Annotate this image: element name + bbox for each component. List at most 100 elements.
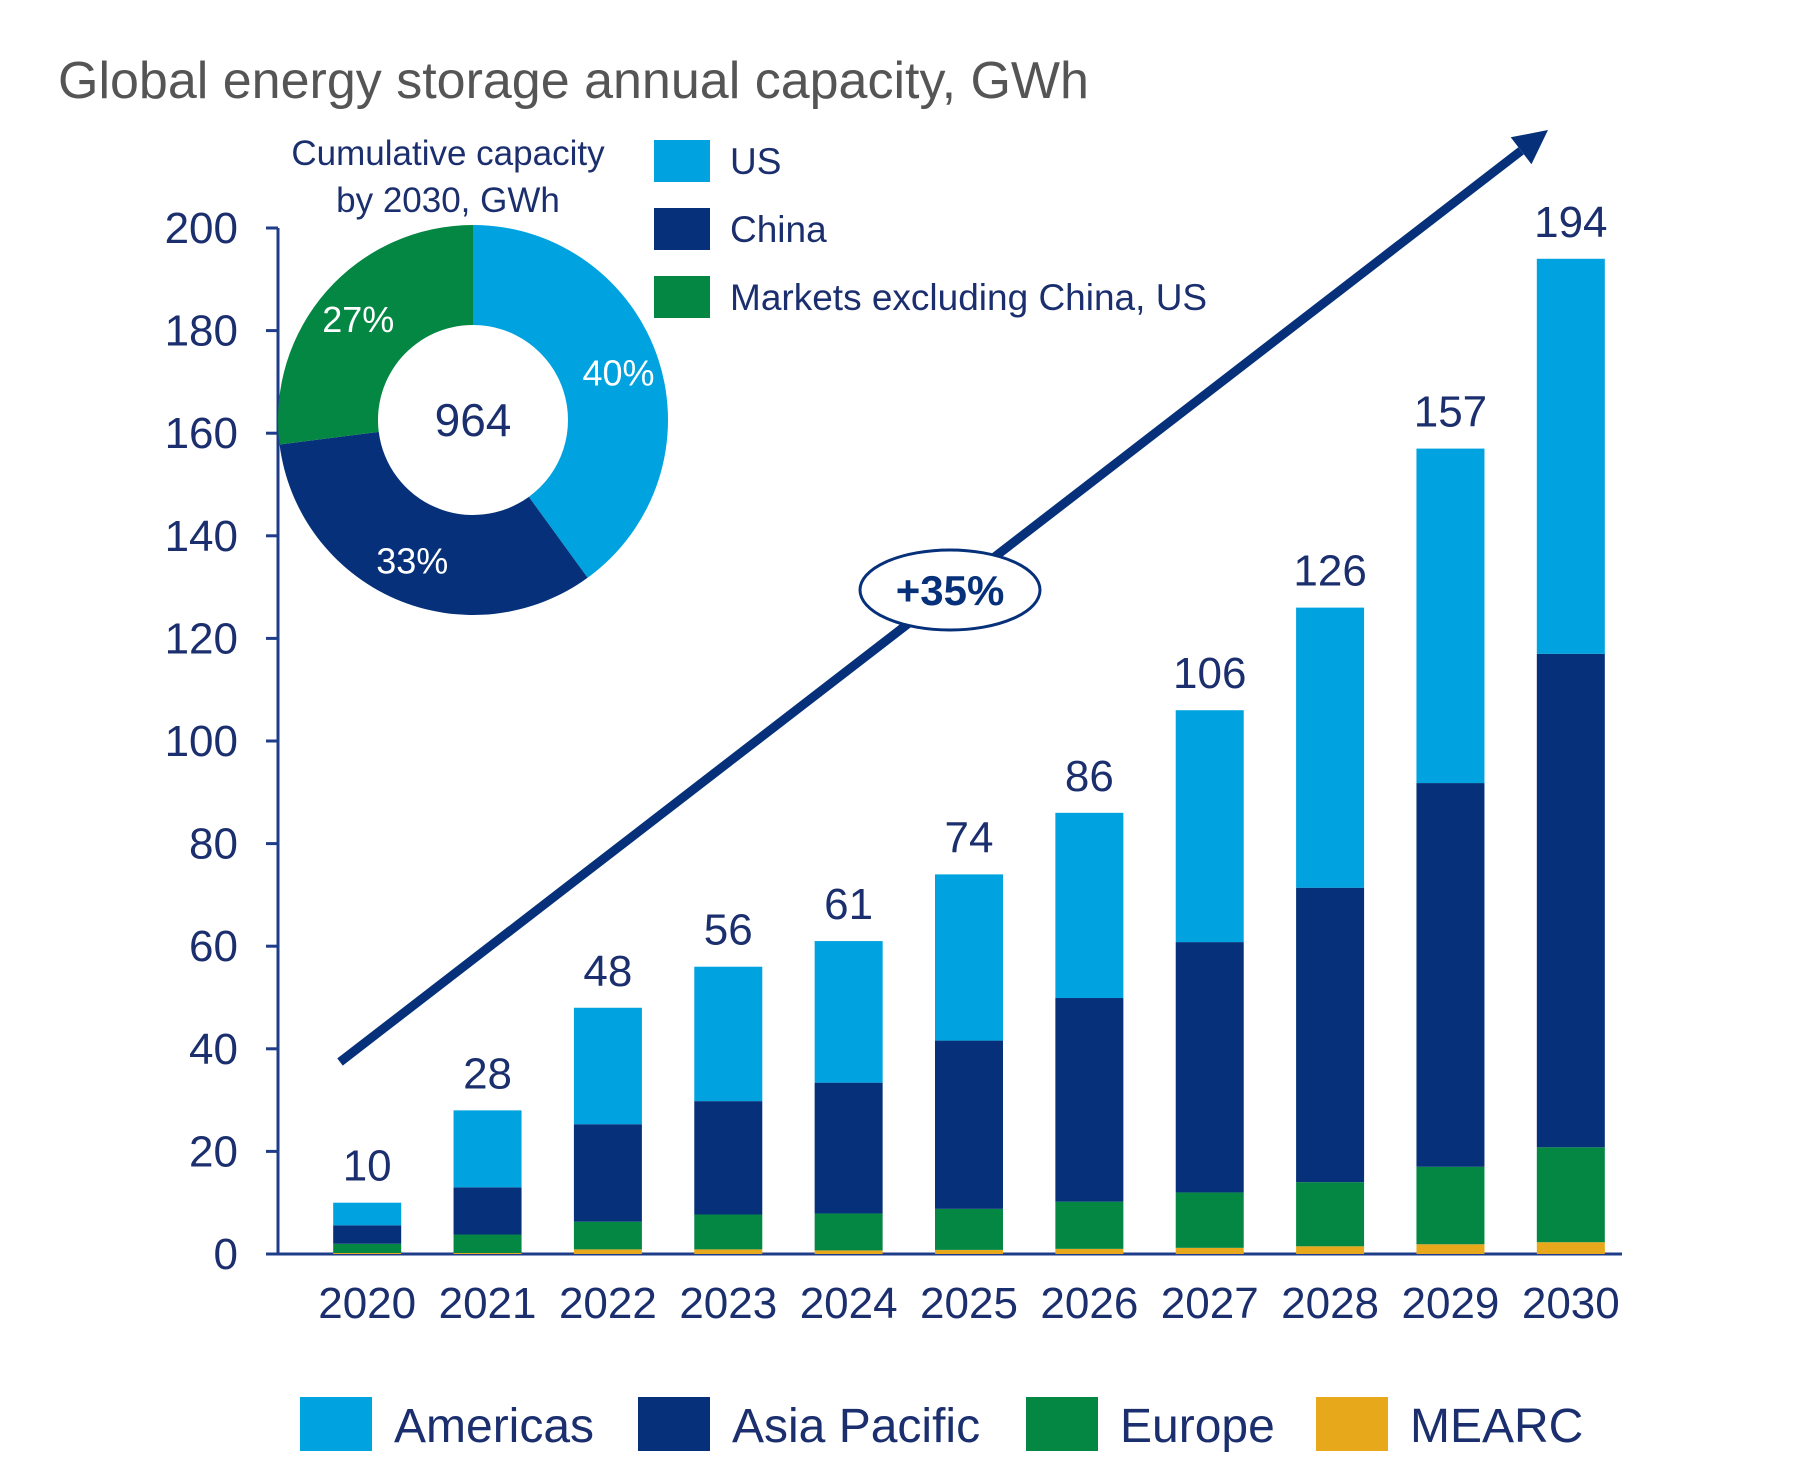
bar-segment-americas xyxy=(453,1110,522,1188)
inset-legend-label: China xyxy=(730,209,827,250)
bar-segment-europe xyxy=(573,1221,642,1250)
bar-stack xyxy=(453,1110,522,1254)
legend-swatch-americas xyxy=(300,1397,372,1451)
bar-segment-asia-pacific xyxy=(935,1040,1003,1209)
bar-stack xyxy=(1416,448,1485,1254)
bar-segment-europe xyxy=(935,1208,1003,1250)
inset-legend-label: US xyxy=(730,141,781,182)
x-tick-label: 2028 xyxy=(1281,1279,1379,1328)
legend-swatch-mearc xyxy=(1316,1397,1388,1451)
legend: Americas Asia Pacific Europe MEARC xyxy=(300,1397,1583,1453)
x-tick-label: 2022 xyxy=(559,1279,657,1328)
bar-segment-mearc xyxy=(573,1249,642,1254)
y-tick-label: 160 xyxy=(165,409,238,458)
y-tick-label: 0 xyxy=(214,1230,238,1279)
total-label: 56 xyxy=(704,906,753,955)
donut-slice-label: 33% xyxy=(376,540,448,581)
bar-stack xyxy=(1536,258,1605,1254)
total-label: 10 xyxy=(343,1142,392,1191)
total-label: 86 xyxy=(1065,752,1114,801)
bar-segment-mearc xyxy=(453,1252,522,1254)
bar-segment-europe xyxy=(453,1234,522,1253)
y-tick-label: 40 xyxy=(189,1025,238,1074)
inset-donut-chart: Cumulative capacity by 2030, GWh 40% 33% 2… xyxy=(277,134,1207,616)
x-tick-label: 2023 xyxy=(679,1279,777,1328)
legend-swatch-europe xyxy=(1026,1397,1098,1451)
y-tick-label: 20 xyxy=(189,1127,238,1176)
bar-segment-mearc xyxy=(935,1249,1003,1254)
inset-legend-label: Markets excluding China, US xyxy=(730,277,1207,318)
x-tick-label: 2024 xyxy=(800,1279,898,1328)
donut-slice-markets-excluding-china-us xyxy=(277,225,473,445)
x-tick-label: 2020 xyxy=(318,1279,416,1328)
bar-segment-mearc xyxy=(694,1249,763,1254)
bar-segment-americas xyxy=(935,874,1003,1041)
bar-stack xyxy=(694,966,763,1254)
total-label: 157 xyxy=(1414,388,1487,437)
legend-label-americas: Americas xyxy=(394,1400,594,1453)
bar-segment-mearc xyxy=(1416,1244,1485,1254)
bar-segment-asia-pacific xyxy=(573,1124,642,1222)
bar-segment-europe xyxy=(1536,1147,1605,1243)
y-tick-label: 100 xyxy=(165,717,238,766)
bar-segment-americas xyxy=(694,966,763,1102)
legend-label-europe: Europe xyxy=(1120,1400,1275,1453)
bar-stack xyxy=(935,874,1003,1254)
bar-stack xyxy=(1175,710,1244,1254)
bars xyxy=(333,258,1605,1254)
inset-legend-swatch xyxy=(654,140,710,182)
bar-segment-asia-pacific xyxy=(1296,887,1365,1183)
legend-label-mearc: MEARC xyxy=(1410,1400,1583,1453)
donut-slice-label: 40% xyxy=(582,353,654,394)
bar-segment-mearc xyxy=(1055,1248,1124,1254)
bar-segment-asia-pacific xyxy=(1536,653,1605,1148)
donut-slice-china xyxy=(279,431,588,616)
x-tick-label: 2026 xyxy=(1040,1279,1138,1328)
bar-segment-americas xyxy=(573,1007,642,1125)
inset-legend: US China Markets excluding China, US xyxy=(654,140,1207,318)
bar-segment-mearc xyxy=(1536,1242,1605,1254)
y-tick-label: 120 xyxy=(165,614,238,663)
bar-segment-asia-pacific xyxy=(694,1101,763,1215)
bar-segment-asia-pacific xyxy=(1055,998,1124,1202)
bar-stack xyxy=(333,1202,402,1254)
total-label: 48 xyxy=(583,947,632,996)
bar-segment-asia-pacific xyxy=(453,1187,522,1235)
chart-title: Global energy storage annual capacity, G… xyxy=(58,52,1089,110)
trend-arrow-head xyxy=(1510,130,1548,165)
inset-legend-swatch xyxy=(654,208,710,250)
inset-title-line1: Cumulative capacity xyxy=(291,134,605,173)
bar-segment-americas xyxy=(1536,258,1605,654)
total-label: 106 xyxy=(1173,649,1246,698)
total-label: 74 xyxy=(945,813,994,862)
total-labels: 10 28 48 56 61 74 86 106 126 157 194 xyxy=(343,198,1608,1191)
bar-stack xyxy=(573,1007,642,1254)
y-ticks: 0 20 40 60 80 100 120 140 160 180 200 xyxy=(165,204,278,1279)
bar-segment-europe xyxy=(333,1243,402,1253)
y-tick-label: 200 xyxy=(165,204,238,253)
legend-label-asia-pacific: Asia Pacific xyxy=(732,1400,980,1453)
bar-stack xyxy=(1055,812,1124,1254)
bar-segment-asia-pacific xyxy=(1416,783,1485,1167)
bar-stack xyxy=(1296,607,1365,1254)
bar-segment-americas xyxy=(1055,812,1124,999)
bar-segment-asia-pacific xyxy=(814,1082,883,1214)
bar-segment-americas xyxy=(1175,710,1244,943)
bar-segment-mearc xyxy=(1175,1247,1244,1254)
bar-segment-americas xyxy=(814,941,883,1083)
bar-segment-asia-pacific xyxy=(1175,942,1244,1193)
bar-segment-mearc xyxy=(1296,1246,1365,1254)
trend-label: +35% xyxy=(896,567,1005,614)
total-label: 61 xyxy=(824,880,873,929)
x-tick-label: 2025 xyxy=(920,1279,1018,1328)
x-tick-label: 2027 xyxy=(1161,1279,1259,1328)
total-label: 126 xyxy=(1293,547,1366,596)
inset-title-line2: by 2030, GWh xyxy=(336,181,560,220)
bar-segment-europe xyxy=(1416,1166,1485,1245)
trend-annotation: +35% xyxy=(337,130,1548,1066)
x-tick-label: 2029 xyxy=(1402,1279,1500,1328)
y-tick-label: 140 xyxy=(165,512,238,561)
inset-legend-swatch xyxy=(654,276,710,318)
donut: 40% 33% 27% xyxy=(277,225,668,616)
